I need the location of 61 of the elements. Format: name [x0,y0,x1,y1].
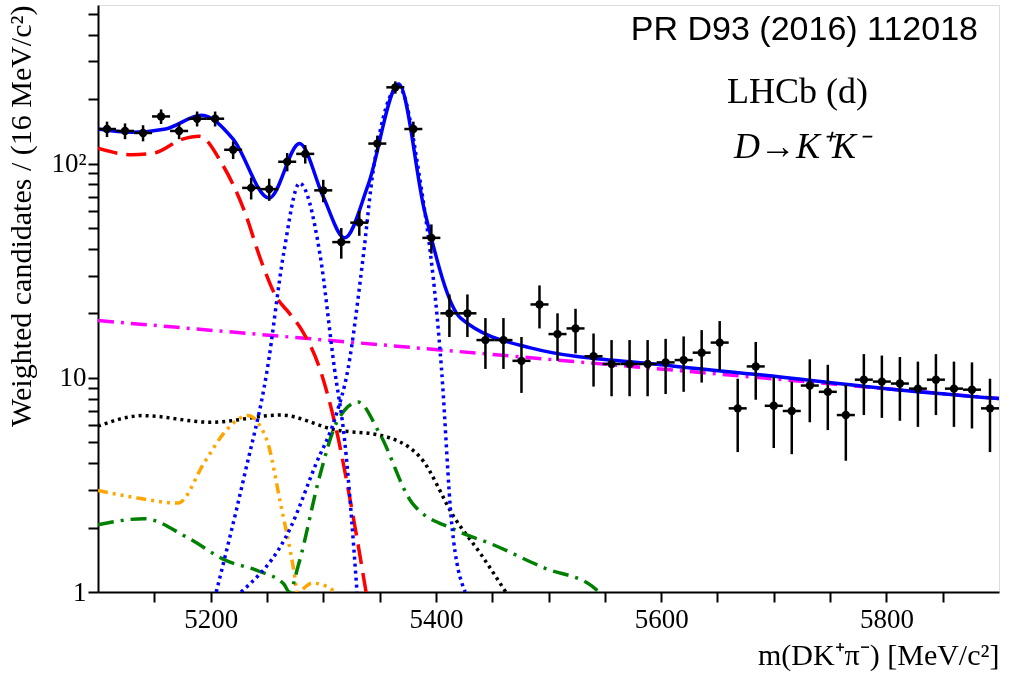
point [967,385,977,394]
point [481,335,490,345]
point [463,309,472,318]
point [715,338,724,347]
point [265,184,274,194]
point [355,218,364,227]
point [427,233,436,243]
annotation: PR D93 (2016) 112018 [630,9,978,47]
point [210,114,220,123]
point [174,126,184,136]
point [571,324,580,333]
y-tick-label: 10² [51,148,87,179]
point [246,183,256,193]
annotation: D→K⁺K⁻ [732,126,873,166]
point [877,377,887,386]
point [985,404,995,413]
point [679,355,688,365]
point [138,128,148,138]
point [805,381,814,390]
point [949,384,959,393]
point [192,114,202,123]
point [769,401,778,410]
point [643,359,652,369]
x-tick-label: 5400 [409,603,464,634]
point [517,356,526,366]
point [823,387,832,396]
point [499,335,508,345]
point [751,362,760,371]
y-tick-label: 10 [59,362,87,393]
point [409,124,418,134]
line-series [98,413,337,592]
y-tick-label: 1 [73,576,87,607]
point [913,384,923,393]
line-series [98,400,601,592]
line-series [98,134,368,592]
point [535,300,544,309]
point [733,404,742,413]
x-tick-label: 5800 [859,603,914,634]
point [102,124,112,134]
point [787,406,796,416]
point [445,309,454,318]
x-tick-label: 5600 [634,603,689,634]
point [553,329,562,339]
point [895,379,905,388]
point [120,126,130,136]
point [337,237,346,247]
point [859,375,869,384]
point [625,359,634,369]
point [841,410,851,420]
annotation: LHCb (d) [727,71,868,111]
x-tick-label: 5200 [184,603,239,634]
point [697,348,706,357]
x-axis-title: m(DK⁺π⁻) [MeV/c²] [757,637,1000,672]
point [373,139,382,148]
point [156,112,166,121]
y-axis-title: Weighted candidates / (16 MeV/c²) [4,5,39,427]
point [319,186,328,195]
point [589,352,598,361]
point [661,358,670,367]
point [607,359,616,369]
point [931,375,941,384]
